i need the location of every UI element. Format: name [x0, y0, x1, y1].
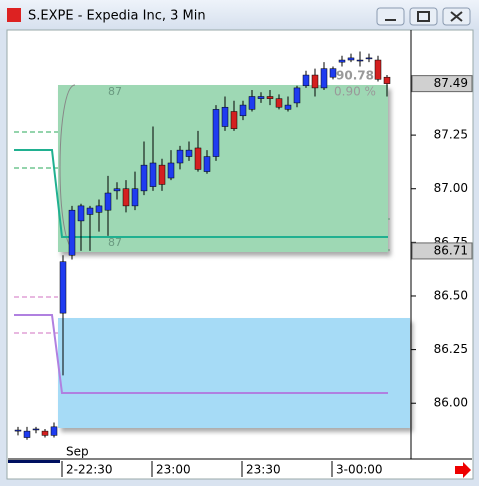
candle-body — [311, 74, 319, 89]
price-marker-label: 87.49 — [434, 76, 468, 90]
candle-body — [383, 76, 391, 84]
candle-body — [284, 104, 292, 110]
teal-line — [14, 149, 388, 238]
candle-body — [302, 74, 310, 87]
candle-body — [68, 209, 76, 256]
minimize-button[interactable] — [376, 7, 405, 26]
candle-body — [338, 59, 346, 63]
candle-body — [203, 156, 211, 172]
candle-body — [32, 428, 40, 431]
pink-line — [14, 314, 388, 394]
candle-body — [23, 430, 31, 438]
price-marker — [411, 242, 473, 260]
candle-body — [275, 98, 283, 108]
zone-label: 87 — [108, 236, 122, 249]
candle-body — [185, 149, 193, 157]
y-tick-label: 86.50 — [434, 288, 468, 302]
candle-body — [86, 207, 94, 215]
scroll-arrow[interactable] — [455, 462, 471, 478]
price-marker-label: 86.71 — [434, 243, 468, 257]
candle-body — [293, 87, 301, 104]
candle-body — [329, 68, 337, 78]
candle-body — [167, 162, 175, 179]
zone-label: 87 — [108, 85, 122, 98]
annotation: 0.90 % — [334, 85, 376, 99]
candle-body — [131, 188, 139, 207]
y-tick-label: 87.00 — [434, 181, 468, 195]
candle-body — [149, 162, 157, 187]
candle-body — [257, 96, 265, 99]
maximize-button[interactable] — [409, 7, 438, 26]
x-tick-label: 23:30 — [246, 463, 281, 477]
candle-body — [158, 164, 166, 185]
candle-body — [320, 68, 328, 89]
price-marker — [411, 75, 473, 93]
candle-body — [239, 104, 247, 117]
y-tick-label: 86.25 — [434, 342, 468, 356]
candle-body — [266, 96, 274, 99]
candle-body — [230, 111, 238, 129]
y-tick-label: 86.00 — [434, 396, 468, 410]
candle-body — [374, 59, 382, 80]
candle-body — [347, 57, 355, 61]
window-title: S.EXPE - Expedia Inc, 3 Min — [28, 9, 206, 24]
close-icon — [450, 11, 463, 22]
month-label: Sep — [66, 445, 89, 459]
candle-body — [194, 147, 202, 170]
candle-body — [104, 192, 112, 211]
candle-body — [365, 57, 373, 60]
x-tick-label: 2-22:30 — [66, 463, 113, 477]
candle-body — [41, 430, 49, 436]
candle-body — [221, 106, 229, 127]
candle-body — [14, 429, 22, 432]
candle-body — [122, 188, 130, 207]
max-icon — [417, 11, 430, 22]
candle-body — [50, 426, 58, 436]
candle-body — [248, 96, 256, 110]
candle-body — [176, 149, 184, 164]
app-icon — [7, 8, 21, 22]
annotation: 90.78 — [336, 69, 374, 83]
blue-zone — [58, 318, 410, 428]
candle-body — [212, 109, 220, 157]
zone-bracket — [59, 84, 76, 251]
candle-body — [77, 205, 85, 222]
candle-body — [95, 205, 103, 213]
x-tick-label: 23:00 — [156, 463, 191, 477]
candle-body — [356, 59, 364, 62]
candle-body — [59, 261, 67, 314]
y-tick-label: 87.25 — [434, 128, 468, 142]
candle-body — [113, 188, 121, 192]
scroll-indicator — [8, 460, 60, 463]
x-tick-label: 3-00:00 — [336, 463, 383, 477]
candle-body — [140, 164, 148, 192]
